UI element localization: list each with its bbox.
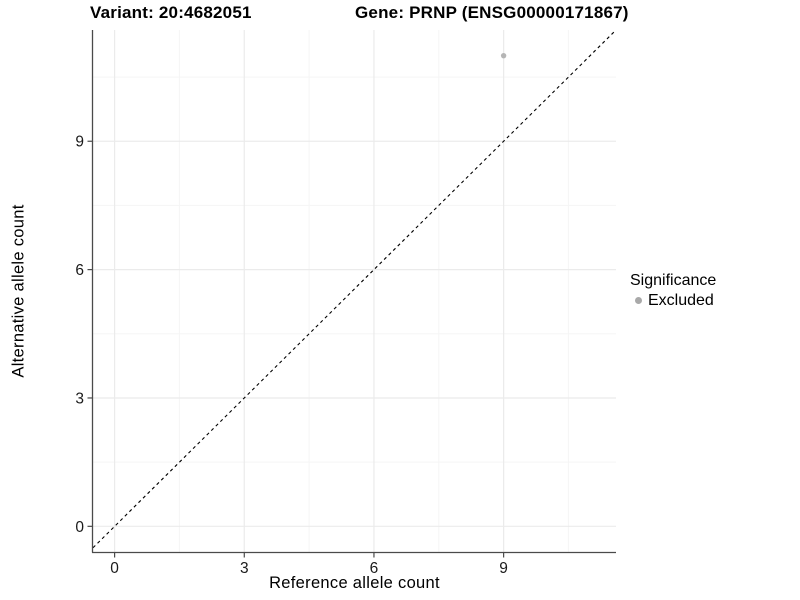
plot-title-variant: Variant: 20:4682051 xyxy=(90,3,252,22)
legend-entry-label: Excluded xyxy=(648,292,714,309)
legend-entry: Excluded xyxy=(630,291,716,310)
legend: Significance Excluded xyxy=(630,271,716,310)
x-tick-label: 9 xyxy=(499,560,508,577)
legend-key-dot-icon xyxy=(635,297,642,304)
y-tick-label: 3 xyxy=(75,390,84,407)
y-tick-label: 9 xyxy=(75,134,84,151)
y-tick-label: 6 xyxy=(75,262,84,279)
identity-line xyxy=(92,29,617,549)
plot-title-gene: Gene: PRNP (ENSG00000171867) xyxy=(355,3,629,22)
x-tick-label: 6 xyxy=(370,560,379,577)
x-axis-label: Reference allele count xyxy=(269,574,440,592)
y-tick-label: 0 xyxy=(75,519,84,536)
x-tick-label: 3 xyxy=(240,560,249,577)
legend-title: Significance xyxy=(630,272,717,289)
x-tick-label: 0 xyxy=(110,560,119,577)
scatter-point xyxy=(500,52,507,59)
legend-entries: Excluded xyxy=(630,291,716,310)
